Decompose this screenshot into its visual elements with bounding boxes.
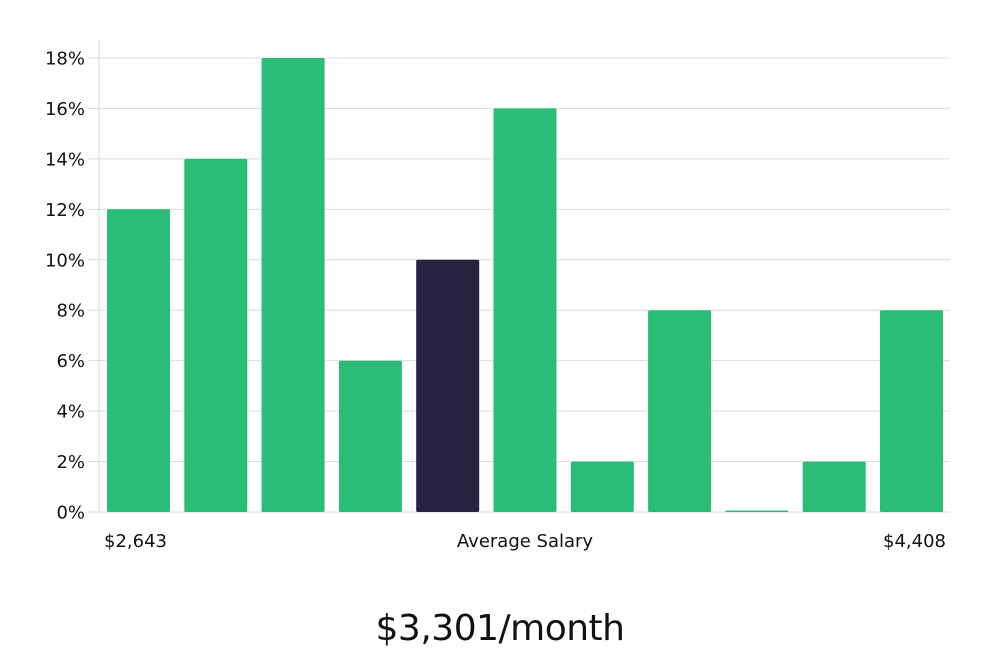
salary-distribution-chart: 0% 2% 4% 6% 8% 10% 12% 14% 16% 18% $2,643 Average… [45,40,950,552]
y-tick-label: 4% [56,402,85,423]
x-axis-title: Average Salary [457,531,594,552]
y-tick-label: 10% [45,250,85,271]
y-tick-label: 2% [56,452,85,473]
bar [725,510,789,512]
y-tick-label: 16% [45,99,85,120]
y-tick-label: 0% [56,503,85,524]
y-tick-label: 12% [45,200,85,221]
x-axis-min-label: $2,643 [104,531,167,552]
bar [338,360,402,512]
bar [107,209,170,513]
y-axis-ticks: 0% 2% 4% 6% 8% 10% 12% 14% 16% 18% [45,49,85,524]
bar [261,58,325,512]
bar [493,108,557,513]
bar-highlighted [416,259,480,512]
y-tick-label: 8% [56,301,85,322]
bar [184,158,248,512]
bar [880,310,943,512]
bar [648,310,712,512]
y-tick-label: 18% [45,49,85,70]
x-axis-max-label: $4,408 [883,531,946,552]
bar [802,461,866,512]
average-salary-value: $3,301/month [375,608,625,649]
y-tick-label: 6% [56,351,85,372]
bars [107,58,943,513]
bar [570,461,634,512]
y-tick-label: 14% [45,149,85,170]
